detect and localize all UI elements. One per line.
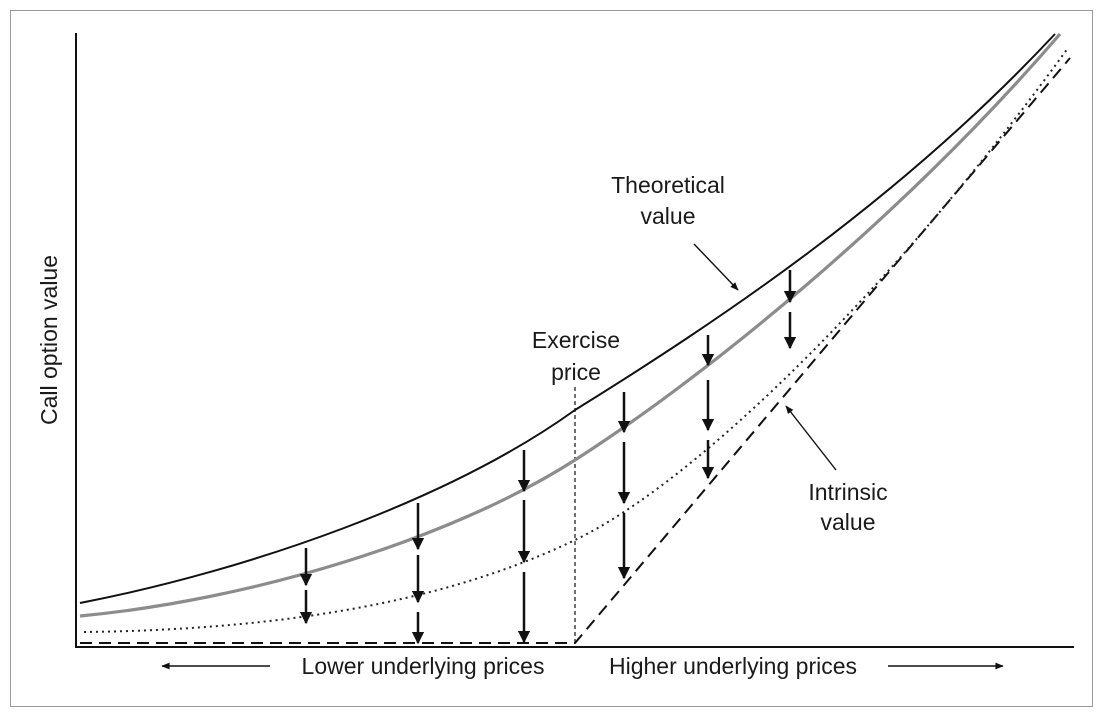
intrinsic-label-line2: value xyxy=(821,509,876,535)
y-axis-label: Call option value xyxy=(36,255,62,425)
exercise-price-label-line1: Exercise xyxy=(532,327,620,353)
theoretical-value-curve xyxy=(79,33,1056,604)
higher-prices-label: Higher underlying prices xyxy=(609,653,857,679)
middle-value-curve xyxy=(79,32,1062,618)
exercise-price-label-line2: price xyxy=(551,359,601,385)
lower-prices-label: Lower underlying prices xyxy=(302,653,545,679)
lower-value-curve xyxy=(83,47,1069,633)
theoretical-pointer-arrow xyxy=(693,243,739,291)
intrinsic-label-line1: Intrinsic xyxy=(808,479,887,505)
theoretical-label-line1: Theoretical xyxy=(611,172,725,198)
theoretical-label-line2: value xyxy=(641,203,696,229)
figure-frame xyxy=(10,10,1093,707)
intrinsic-pointer-arrow xyxy=(785,405,837,471)
